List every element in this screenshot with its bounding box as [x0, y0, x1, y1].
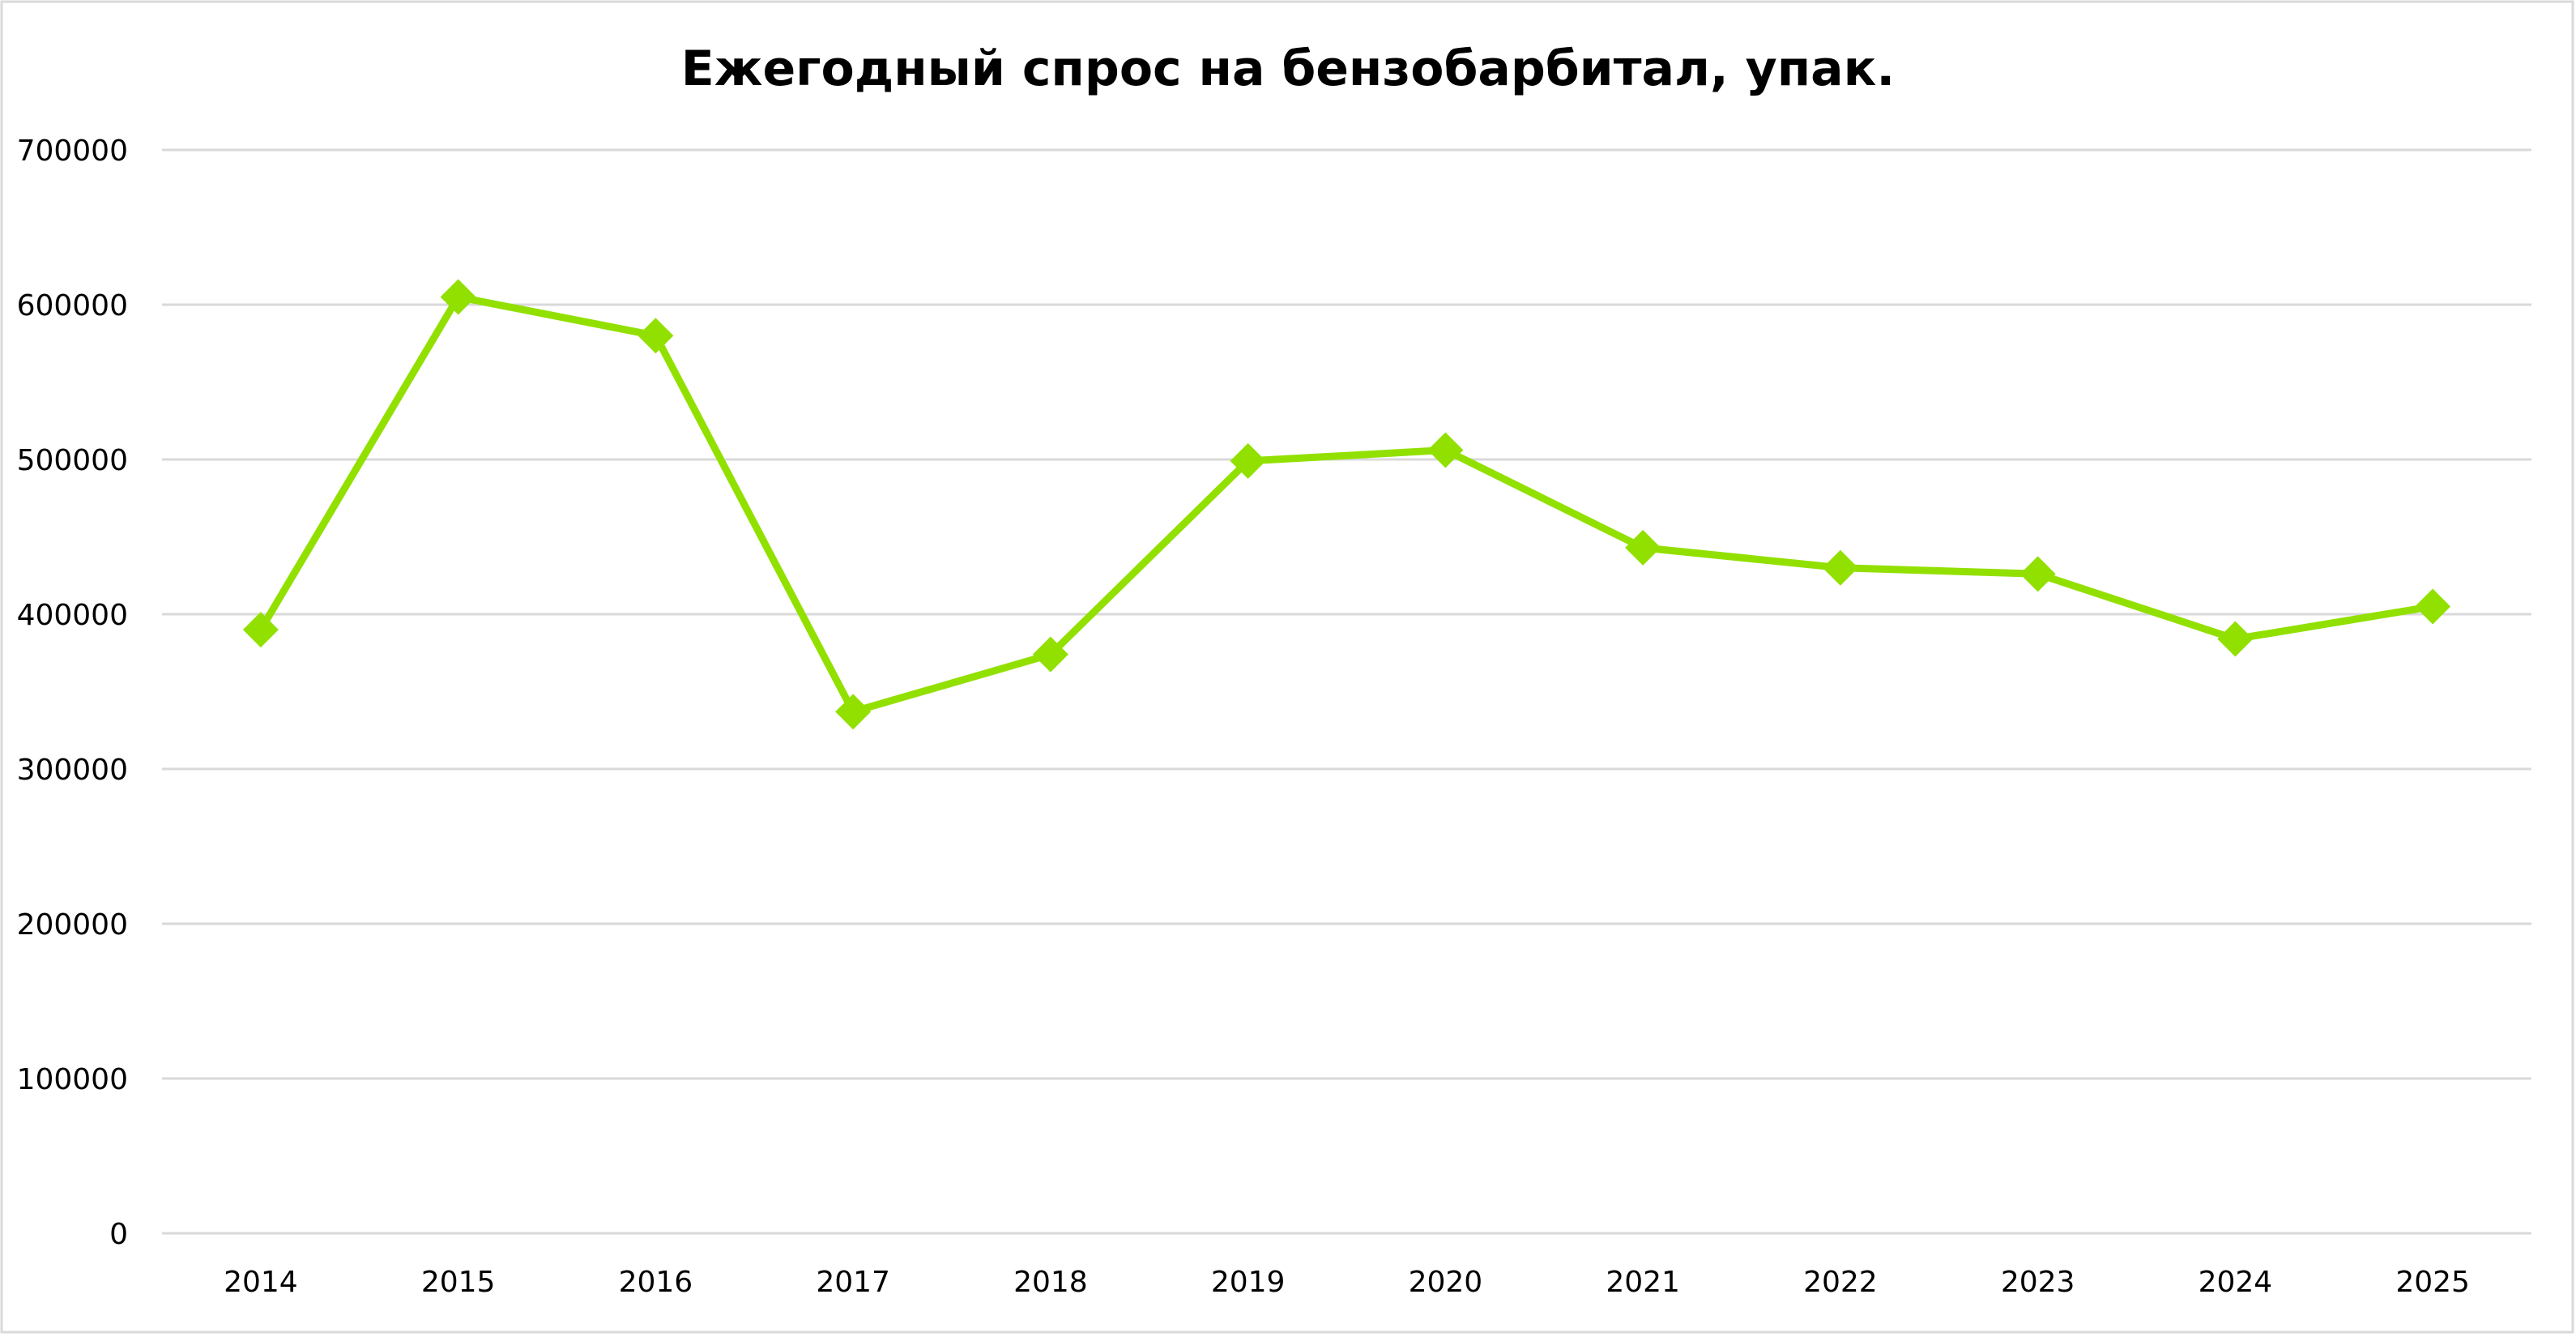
x-tick-label: 2023	[2001, 1266, 2075, 1299]
x-axis-tick-labels: 2014 2015 2016 2017 2018 2019 2020 2021 2022 2023…	[224, 1266, 2470, 1299]
y-tick-label: 300000	[17, 754, 128, 787]
chart-title: Ежегодный спрос на бензобарбитал, упак.	[681, 41, 1895, 97]
data-point-2025	[2415, 588, 2451, 625]
x-tick-label: 2022	[1803, 1266, 1878, 1299]
y-tick-label: 100000	[17, 1063, 128, 1096]
x-tick-label: 2016	[619, 1266, 693, 1299]
x-tick-label: 2018	[1013, 1266, 1088, 1299]
y-tick-label: 400000	[17, 599, 128, 632]
data-point-2015	[440, 279, 476, 315]
x-tick-label: 2014	[224, 1266, 298, 1299]
x-tick-label: 2017	[816, 1266, 890, 1299]
data-point-2016	[638, 318, 674, 354]
x-tick-label: 2025	[2395, 1266, 2470, 1299]
data-point-2014	[242, 612, 279, 648]
gridlines	[162, 148, 2531, 1235]
y-tick-label: 600000	[17, 289, 128, 323]
x-tick-label: 2021	[1606, 1266, 1680, 1299]
data-point-2017	[835, 694, 872, 730]
data-point-2020	[1427, 432, 1464, 468]
x-tick-label: 2024	[2199, 1266, 2273, 1299]
y-tick-label: 0	[109, 1218, 128, 1251]
y-tick-label: 700000	[17, 135, 128, 168]
x-tick-label: 2015	[421, 1266, 496, 1299]
data-point-2022	[1822, 549, 1858, 586]
data-point-2024	[2217, 621, 2254, 657]
data-point-2023	[2019, 556, 2056, 592]
data-point-2019	[1230, 442, 1266, 479]
x-tick-label: 2019	[1211, 1266, 1286, 1299]
y-tick-label: 200000	[17, 908, 128, 942]
y-axis-tick-labels: 0 100000 200000 300000 400000 500000 600000 700…	[17, 135, 128, 1251]
series-line	[257, 293, 2437, 715]
y-tick-label: 500000	[17, 444, 128, 477]
data-point-2018	[1032, 636, 1068, 673]
series-layer	[242, 279, 2451, 730]
data-point-2021	[1625, 529, 1661, 566]
x-tick-label: 2020	[1409, 1266, 1483, 1299]
